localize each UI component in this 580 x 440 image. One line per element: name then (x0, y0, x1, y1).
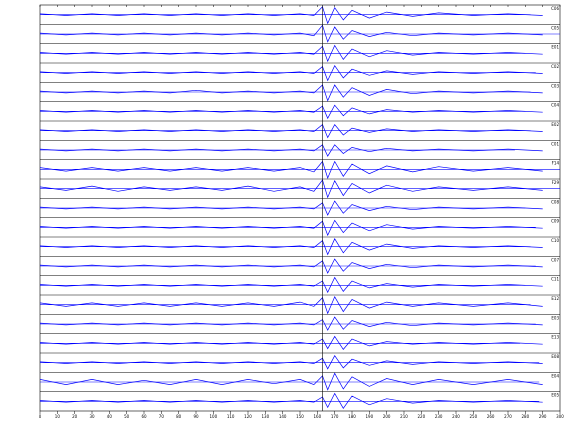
x-tick-label: 20 (72, 414, 78, 419)
waveform (39, 84, 543, 102)
waveform (39, 335, 543, 350)
x-tick-label: 80 (176, 414, 182, 419)
x-tick-label: 280 (522, 414, 530, 419)
x-tick-label: 130 (262, 414, 270, 419)
station-label: C04 (551, 103, 559, 108)
x-tick-label: 30 (89, 414, 95, 419)
x-tick-label: 110 (227, 414, 235, 419)
waveform (39, 258, 543, 274)
x-tick-label: 220 (418, 414, 426, 419)
x-tick-label: 100 (210, 414, 218, 419)
station-label: C10 (551, 238, 559, 243)
station-label: C02 (551, 64, 559, 69)
station-label: E03 (551, 315, 559, 320)
x-tick-label: 260 (487, 414, 495, 419)
waveform (39, 200, 543, 216)
station-label: C07 (551, 257, 559, 262)
x-tick-label: 160 (314, 414, 322, 419)
x-tick-label: 90 (193, 414, 199, 419)
waveform (39, 104, 543, 120)
station-label: E02 (551, 122, 559, 127)
x-tick-label: 10 (55, 414, 61, 419)
x-tick-label: 60 (141, 414, 147, 419)
waveform (39, 160, 543, 180)
station-label: C05 (551, 25, 559, 30)
x-tick-label: 150 (296, 414, 304, 419)
waveform (39, 238, 543, 256)
waveform (39, 44, 543, 63)
waveform (39, 179, 543, 199)
waveform (39, 144, 543, 157)
x-tick-label: 270 (504, 414, 512, 419)
x-tick-label: 300 (556, 414, 564, 419)
station-label: E12 (551, 296, 559, 301)
station-label: C03 (551, 83, 559, 88)
x-tick-label: 140 (279, 414, 287, 419)
x-tick-label: 70 (159, 414, 165, 419)
waveform (39, 24, 543, 43)
station-label: E04 (551, 373, 559, 378)
station-label: E13 (551, 335, 559, 340)
x-tick-label: 210 (400, 414, 408, 419)
waveform (39, 6, 543, 25)
waveform (39, 276, 543, 294)
x-tick-label: 0 (39, 414, 42, 419)
waveform (39, 372, 543, 391)
waveform (39, 355, 543, 370)
waveform (39, 392, 543, 409)
x-tick-label: 240 (452, 414, 460, 419)
station-label: E08 (551, 354, 559, 359)
x-tick-label: 50 (124, 414, 130, 419)
station-label: C09 (551, 219, 559, 224)
station-label: C08 (551, 199, 559, 204)
x-tick-label: 120 (244, 414, 252, 419)
station-label: F14 (552, 161, 560, 166)
x-tick-label: 170 (331, 414, 339, 419)
x-tick-label: 190 (366, 414, 374, 419)
station-label: E05 (551, 393, 559, 398)
waveform (39, 219, 543, 237)
station-label: C11 (551, 277, 559, 282)
waveform (39, 65, 543, 82)
x-tick-label: 290 (539, 414, 547, 419)
x-tick-label: 180 (348, 414, 356, 419)
waveform (39, 316, 543, 331)
station-label: C01 (551, 141, 559, 146)
station-label: C06 (551, 6, 559, 11)
x-tick-label: 230 (435, 414, 443, 419)
x-tick-label: 250 (470, 414, 478, 419)
x-tick-label: 200 (383, 414, 391, 419)
x-tick-label: 40 (107, 414, 113, 419)
station-label: E01 (551, 45, 559, 50)
waveform (39, 296, 543, 315)
station-label: F29 (552, 180, 560, 185)
waveform (39, 123, 543, 139)
